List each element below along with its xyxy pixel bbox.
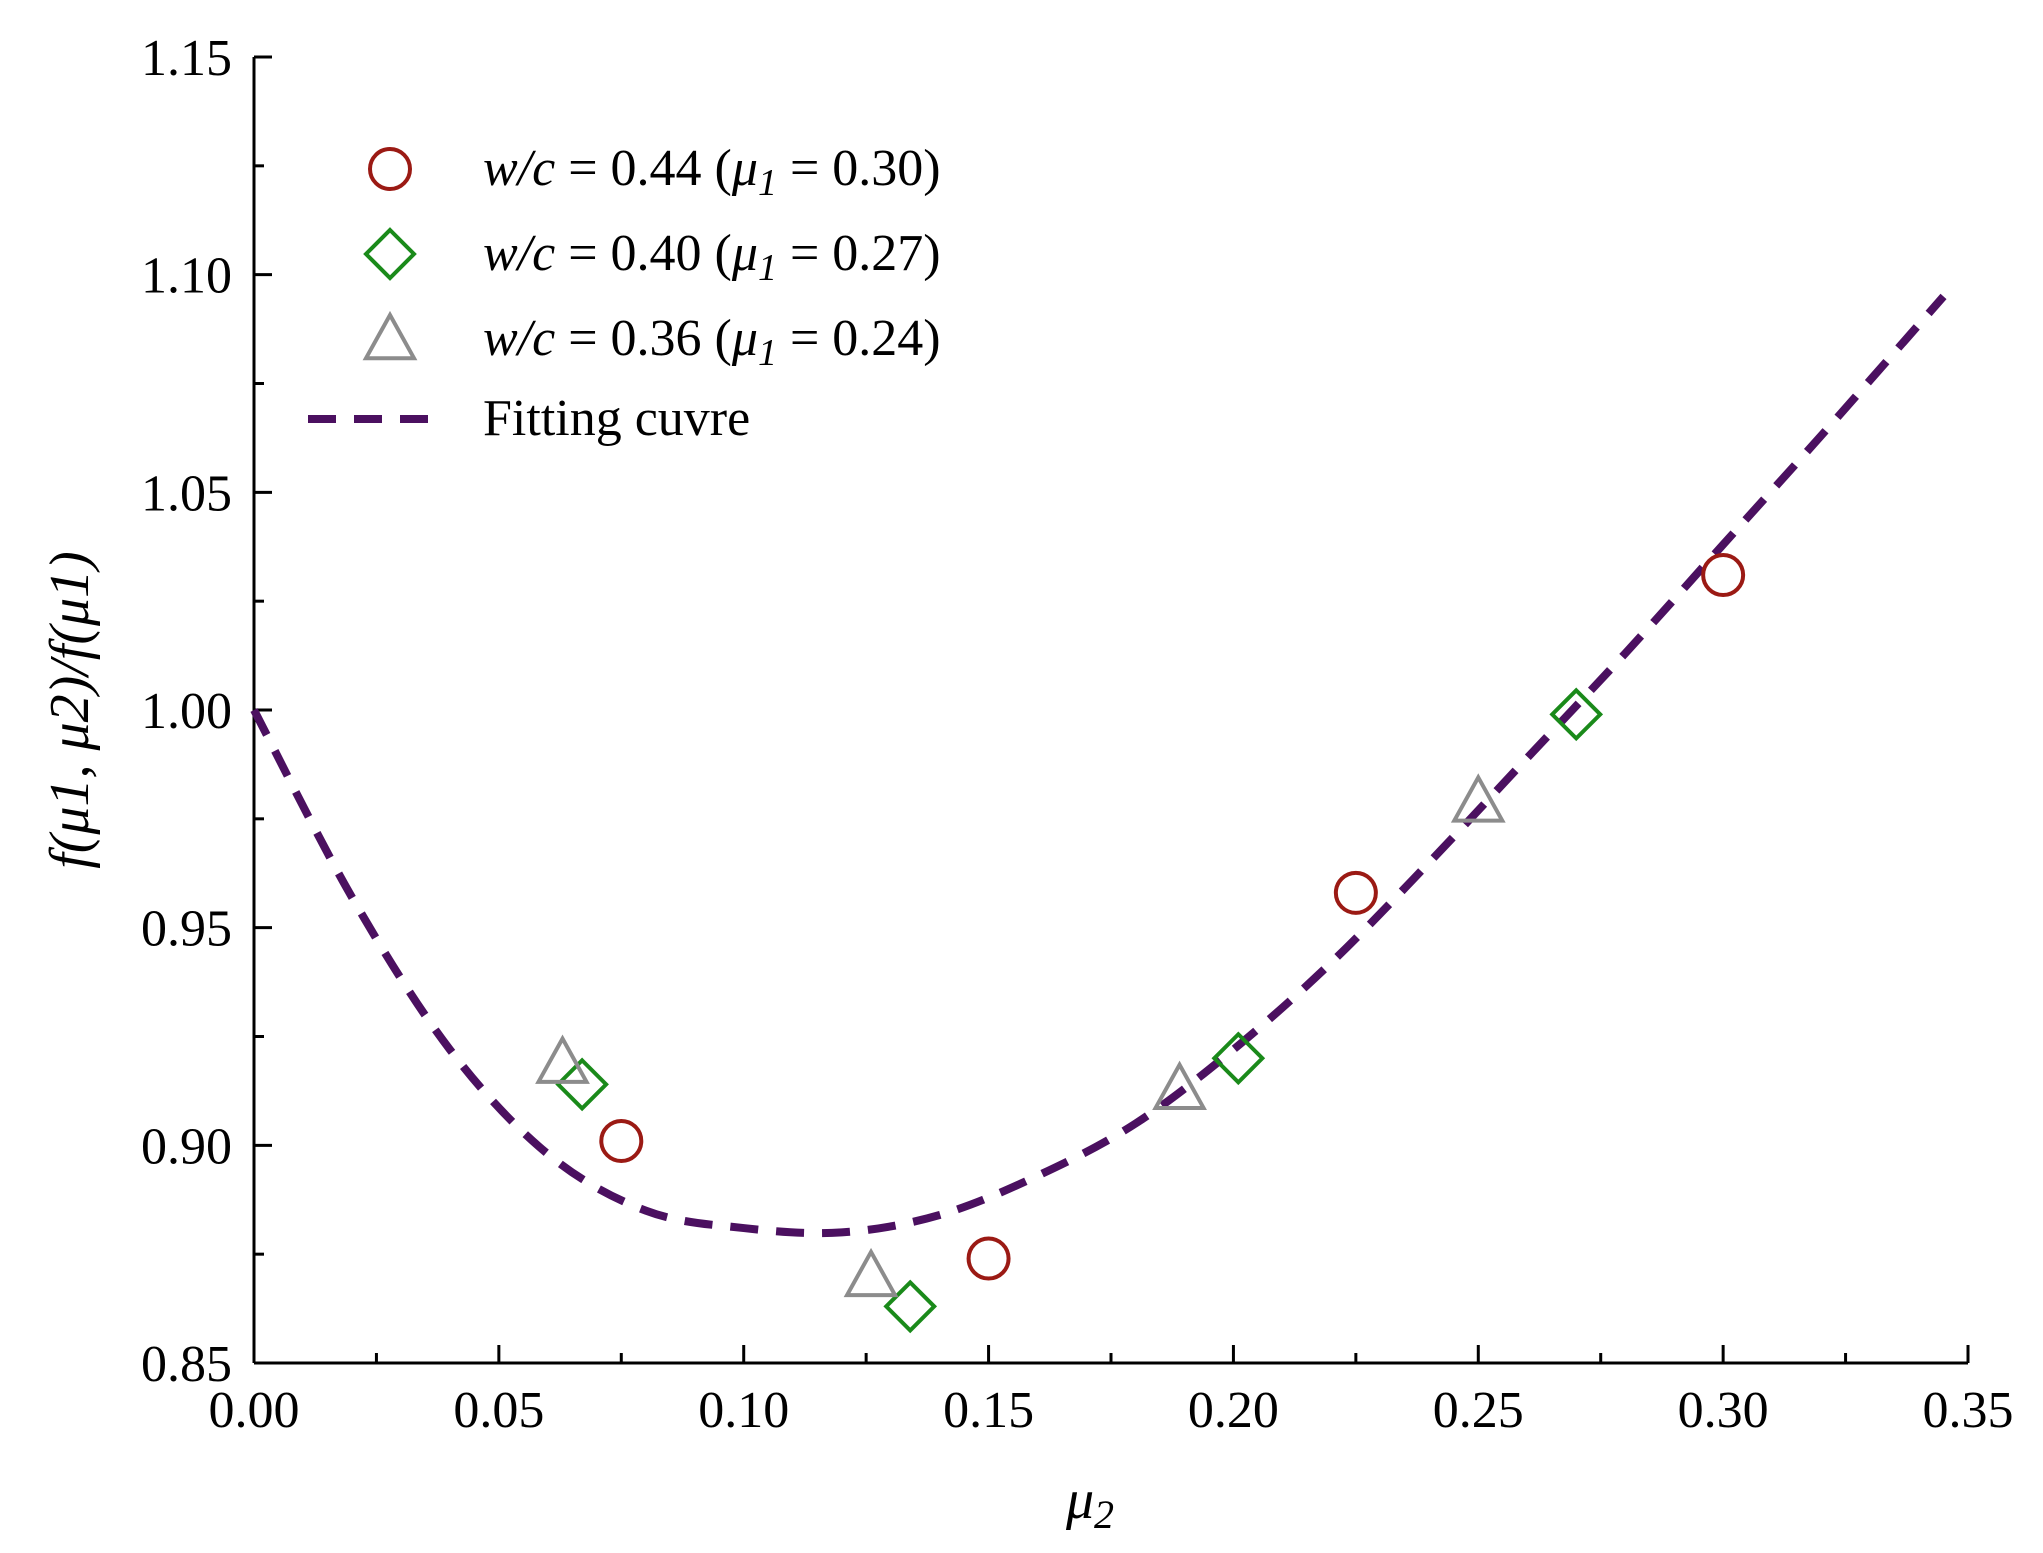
data-markers [535,553,1746,1334]
diamond-marker [883,1279,938,1334]
legend-circle-swatch [368,147,412,191]
triangle-marker [535,1034,590,1084]
circle-marker [966,1236,1011,1281]
axis-ticks [252,55,1970,1365]
y-tick-label: 1.05 [141,465,232,522]
y-tick-label: 1.15 [141,30,232,87]
circle-marker [1333,870,1378,915]
legend-diamond-swatch [363,227,417,281]
x-tick-label: 0.20 [1188,1382,1279,1439]
legend-label: w/c = 0.44 (μ1 = 0.30) [483,140,941,204]
legend: w/c = 0.44 (μ1 = 0.30) w/c = 0.40 (μ1 = 0… [308,140,941,447]
y-tick-label: 1.00 [141,683,232,740]
x-tick-label: 0.00 [209,1382,300,1439]
triangle-marker [843,1247,899,1298]
fitting-curve-line [250,293,1947,1238]
diamond-marker [1549,687,1604,742]
x-tick-label: 0.30 [1678,1382,1769,1439]
x-tick-label: 0.35 [1923,1382,2014,1439]
x-tick-label: 0.10 [698,1382,789,1439]
diamond-marker [555,1057,609,1112]
legend-triangle-swatch [362,310,418,361]
legend-label: Fitting cuvre [483,390,750,447]
x-tick-label: 0.15 [943,1382,1034,1439]
triangle-marker [1450,773,1506,823]
tick-labels: 0.00 0.05 0.10 0.15 0.20 0.25 0.30 0.35 0.85 0.90… [141,30,2014,1439]
legend-label: w/c = 0.40 (μ1 = 0.27) [483,225,941,289]
diamond-marker [1211,1031,1266,1086]
x-tick-label: 0.05 [453,1382,544,1439]
y-tick-label: 0.85 [141,1336,232,1393]
y-tick-label: 1.10 [141,248,232,305]
circle-marker [599,1118,644,1163]
x-tick-label: 0.25 [1433,1382,1524,1439]
y-axis-title: f(μ1, μ2)/f(μ1) [39,551,101,869]
circle-marker [1701,553,1746,598]
y-tick-label: 0.90 [141,1118,232,1175]
x-axis-title: μ2 [1065,1469,1114,1537]
legend-label: w/c = 0.36 (μ1 = 0.24) [483,310,941,374]
y-tick-label: 0.95 [141,901,232,958]
fitting-curve-layer [250,293,1947,1238]
triangle-marker [1152,1060,1207,1110]
